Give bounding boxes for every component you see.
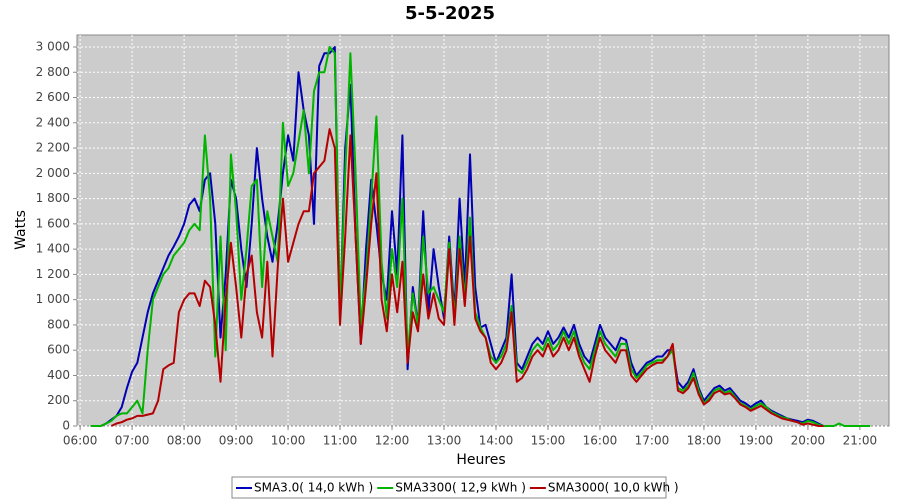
y-tick-label: 3 000 <box>36 40 70 54</box>
series-line <box>110 128 824 427</box>
x-axis-label: Heures <box>456 452 505 468</box>
chart-title: 5-5-2025 <box>405 3 495 24</box>
x-tick-label: 06:00 <box>63 434 98 448</box>
x-tick-label: 19:00 <box>739 434 774 448</box>
y-tick-label: 2 000 <box>36 166 70 180</box>
y-tick-label: 2 800 <box>36 65 70 79</box>
y-tick-label: 800 <box>47 317 70 331</box>
x-tick-label: 21:00 <box>843 434 878 448</box>
x-tick-label: 13:00 <box>427 434 462 448</box>
legend-label: SMA3.0( 14,0 kWh ) <box>254 481 373 495</box>
y-tick-label: 200 <box>47 393 70 407</box>
x-tick-label: 11:00 <box>323 434 358 448</box>
y-tick-label: 1 200 <box>36 267 70 281</box>
x-tick-label: 20:00 <box>791 434 826 448</box>
y-tick-label: 1 400 <box>36 242 70 256</box>
x-tick-label: 17:00 <box>635 434 670 448</box>
x-tick-label: 14:00 <box>479 434 514 448</box>
legend-label: SMA3000( 10,0 kWh ) <box>548 481 679 495</box>
y-tick-label: 400 <box>47 368 70 382</box>
x-tick-label: 12:00 <box>375 434 410 448</box>
y-tick-label: 0 <box>62 419 70 433</box>
y-axis-label: Watts <box>13 210 29 250</box>
x-tick-label: 07:00 <box>115 434 150 448</box>
y-tick-label: 600 <box>47 343 70 357</box>
y-tick-label: 1 000 <box>36 292 70 306</box>
y-tick-label: 1 800 <box>36 191 70 205</box>
y-tick-label: 2 600 <box>36 90 70 104</box>
x-tick-label: 09:00 <box>219 434 254 448</box>
legend-box <box>231 476 667 499</box>
y-tick-label: 1 600 <box>36 216 70 230</box>
plot-area <box>76 34 890 427</box>
x-tick-label: 18:00 <box>687 434 722 448</box>
x-tick-label: 10:00 <box>271 434 306 448</box>
y-tick-label: 2 400 <box>36 115 70 129</box>
legend-label: SMA3300( 12,9 kWh ) <box>395 481 526 495</box>
y-tick-label: 2 200 <box>36 141 70 155</box>
x-tick-label: 08:00 <box>167 434 202 448</box>
x-tick-label: 16:00 <box>583 434 618 448</box>
x-tick-label: 15:00 <box>531 434 566 448</box>
